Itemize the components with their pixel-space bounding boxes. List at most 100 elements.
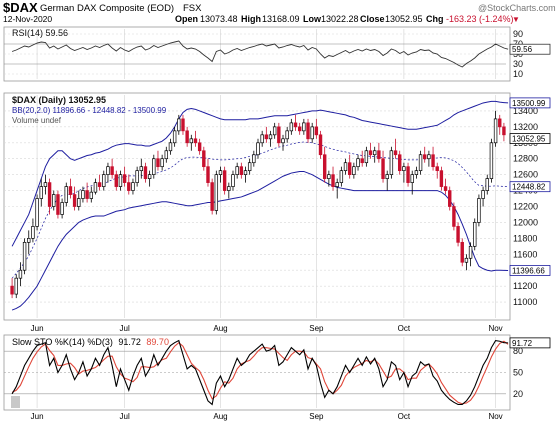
candle-body (385, 174, 389, 179)
candle (264, 126, 269, 143)
low-label: Low (303, 14, 322, 24)
badge-bb-middle-text: 12448.82 (512, 183, 546, 192)
candle (81, 186, 85, 203)
month-label: Sep (309, 324, 324, 333)
price-tick-label: 11200 (513, 281, 537, 291)
candle (435, 162, 439, 179)
sto-tick-label: 20 (513, 389, 523, 399)
candle-body (268, 134, 273, 140)
candle-body (35, 198, 39, 227)
candle (489, 138, 494, 183)
candle-body (277, 126, 281, 144)
candle (143, 162, 148, 183)
candle-body (364, 150, 369, 164)
candle-body (402, 166, 406, 172)
month-label: Jul (120, 324, 130, 333)
candle-body (197, 142, 202, 152)
candle-body (481, 190, 485, 199)
candle-body (231, 174, 235, 187)
month-label: Oct (398, 324, 411, 333)
candle-body (468, 245, 473, 259)
price-tick-label: 12600 (513, 170, 538, 180)
month-label: Jun (31, 412, 44, 421)
candle-body (352, 166, 356, 175)
candle-body (135, 170, 139, 183)
low-value: 13022.28 (321, 14, 359, 24)
candle (335, 178, 339, 199)
candle (14, 274, 18, 299)
candle-body (293, 122, 298, 128)
rsi-tick-label: 10 (513, 69, 523, 79)
candle (398, 150, 402, 175)
candle-body (52, 194, 56, 207)
change-value: -163.23 (-1.24%) (446, 14, 514, 24)
candle (285, 126, 289, 143)
candle (473, 218, 477, 251)
candle-body (493, 118, 498, 144)
price-label-bb: BB(20,2.0) 11896.66 - 12448.82 - 13500.9… (12, 106, 167, 115)
candle (502, 122, 506, 142)
bb-lower-line (11, 170, 509, 311)
price-label-volume: Volume undef (12, 116, 62, 125)
candle-body (14, 277, 18, 295)
badge-bb-upper: 13500.99 (509, 97, 551, 109)
candle-body (77, 198, 81, 207)
candle (243, 166, 248, 183)
candle (410, 170, 414, 195)
candle-body (427, 154, 431, 160)
candle (93, 178, 98, 195)
candle-body (160, 158, 164, 168)
candle-body (435, 166, 439, 172)
candle (35, 194, 39, 231)
candle (227, 182, 231, 199)
badge-rsi-text: 59.56 (512, 45, 533, 54)
price-tick-label: 11000 (513, 297, 537, 307)
candle (293, 114, 298, 131)
candle (68, 178, 73, 199)
candle (197, 138, 202, 155)
candle-body (189, 138, 194, 144)
candle-body (289, 122, 294, 132)
candle (423, 146, 427, 163)
candle-body (318, 134, 323, 156)
candle (114, 170, 118, 191)
candle (368, 142, 373, 159)
candle (102, 170, 106, 191)
candle-body (122, 174, 127, 183)
candle-body (272, 126, 277, 136)
candle-body (56, 194, 60, 215)
price-tick-label: 12200 (513, 202, 538, 212)
candle (377, 142, 381, 163)
candle (452, 202, 456, 231)
candle-body (27, 238, 31, 243)
candle (302, 118, 306, 135)
candle (393, 138, 398, 159)
candle-body (410, 174, 414, 183)
candle-body (339, 170, 344, 183)
scrollbar-handle[interactable] (11, 396, 20, 408)
candle (135, 166, 139, 187)
candle (468, 242, 473, 267)
month-label: Aug (213, 412, 227, 421)
candle-body (431, 154, 435, 168)
badge-bb-lower: 11396.66 (509, 265, 551, 276)
candle-body (281, 138, 285, 144)
candle (206, 158, 210, 187)
candle (214, 170, 219, 215)
candle (10, 278, 14, 299)
candle (460, 238, 464, 267)
candle-body (227, 186, 231, 191)
candle-body (193, 138, 198, 144)
candle (464, 254, 469, 271)
candle (60, 198, 64, 219)
candle-body (31, 226, 35, 239)
candle (97, 174, 102, 191)
candle (402, 162, 406, 183)
candle-body (243, 170, 248, 175)
candle-body (381, 158, 385, 179)
month-label: Nov (488, 324, 502, 333)
candle-body (264, 134, 269, 140)
candle (77, 190, 81, 211)
candle (310, 122, 314, 143)
candle-body (306, 122, 310, 140)
